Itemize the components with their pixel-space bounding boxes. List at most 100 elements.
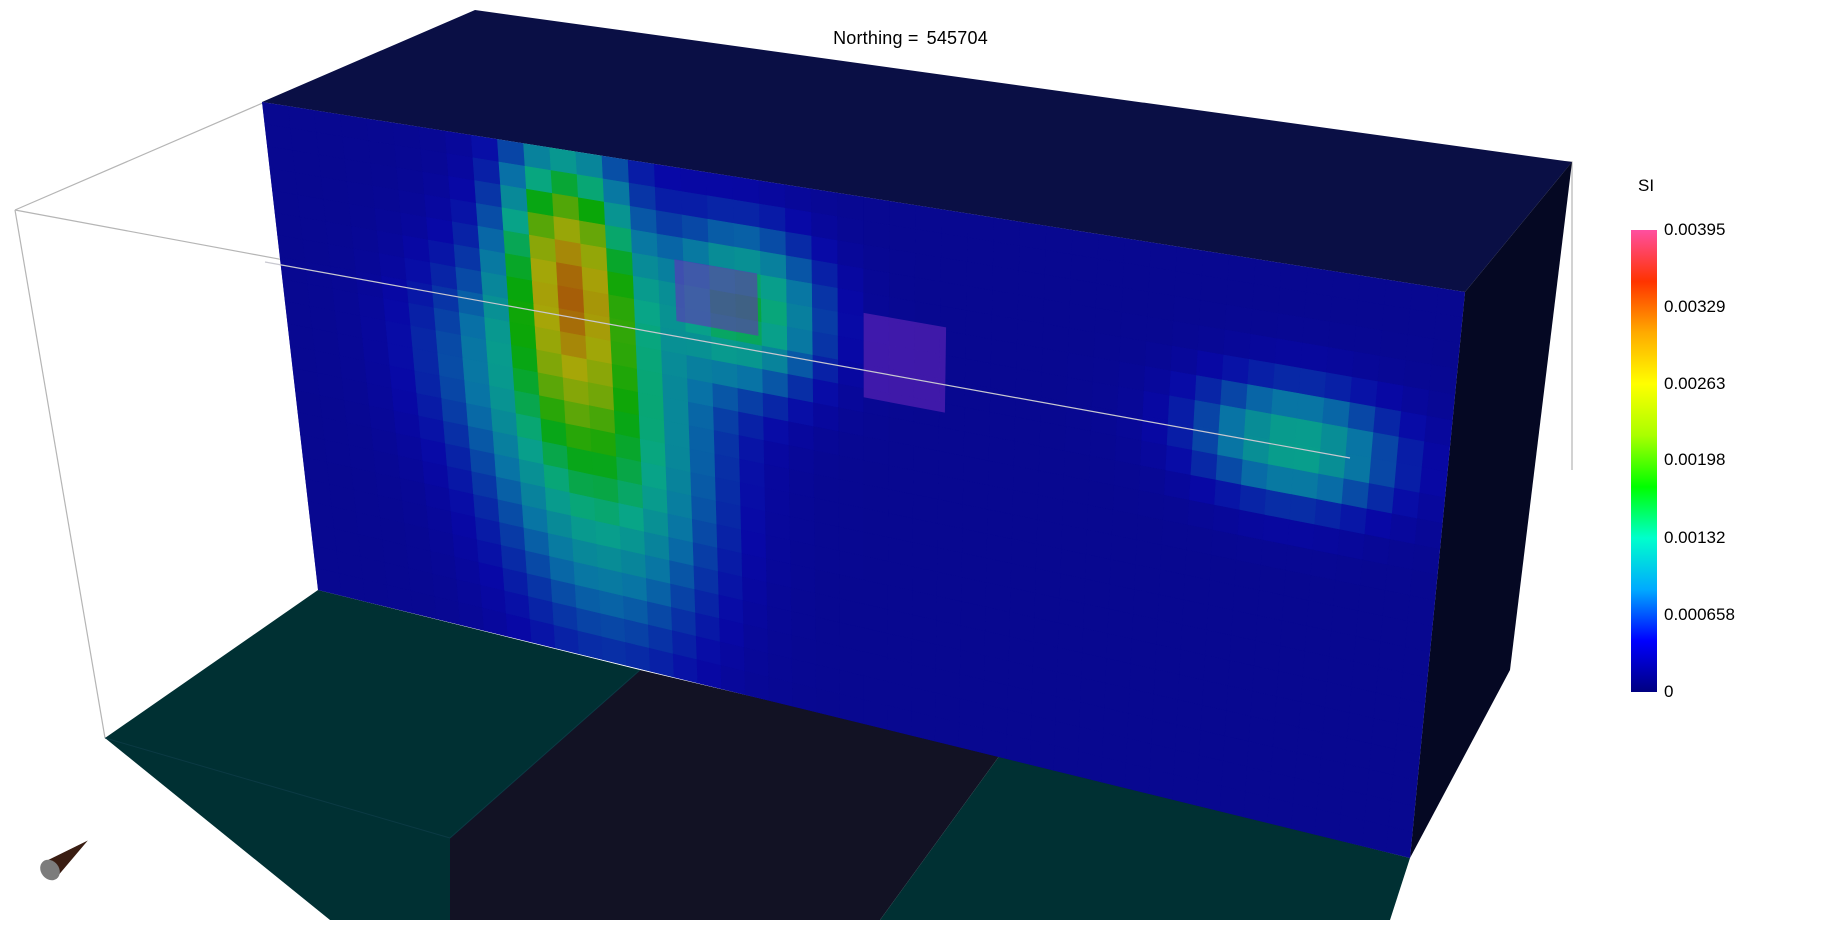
section-cell <box>991 314 1019 345</box>
section-cell <box>1384 279 1414 310</box>
section-cell <box>1016 343 1044 374</box>
section-cell <box>1370 432 1400 464</box>
section-cell <box>966 261 994 292</box>
section-cell <box>1167 395 1196 426</box>
section-cell <box>1351 351 1381 382</box>
section-cell <box>990 339 1018 369</box>
section-cell <box>706 195 735 224</box>
section-cell <box>1239 484 1267 516</box>
section-cell <box>1364 508 1393 540</box>
section-cell <box>966 285 994 316</box>
section-cell <box>1436 287 1465 319</box>
section-cell <box>1043 299 1071 329</box>
section-cell <box>1326 347 1355 378</box>
section-cell <box>1014 392 1042 423</box>
section-cell <box>1091 381 1119 412</box>
section-cell <box>1223 329 1252 360</box>
section-cell <box>1040 397 1068 427</box>
section-cell <box>914 253 942 283</box>
section-cell <box>654 186 683 216</box>
section-cell <box>1428 364 1458 396</box>
section-cell <box>863 268 890 298</box>
section-cell <box>1328 321 1357 353</box>
section-cell <box>680 167 708 197</box>
section-cell <box>993 217 1021 247</box>
box-top-face <box>262 10 1572 292</box>
section-cell <box>992 241 1021 271</box>
section-cell <box>940 257 968 287</box>
section-cell <box>1381 304 1411 336</box>
section-cell <box>1016 319 1044 349</box>
section-cell <box>1253 258 1283 289</box>
section-cell <box>784 184 812 213</box>
section-cell <box>1379 330 1409 361</box>
section-cell <box>1235 534 1264 566</box>
section-cell <box>1220 379 1249 410</box>
section-cell <box>1298 367 1327 399</box>
section-cell <box>1165 445 1193 476</box>
section-cell <box>915 204 943 234</box>
section-cell <box>1040 372 1068 403</box>
section-cell <box>1410 283 1440 314</box>
section-cell <box>811 259 839 289</box>
section-cell <box>1115 435 1143 467</box>
section-cell <box>941 209 969 239</box>
section-cell <box>759 227 787 257</box>
section-cell <box>1137 490 1165 521</box>
section-cell <box>1041 348 1069 378</box>
section-cell <box>760 298 788 328</box>
section-cell <box>1320 423 1349 454</box>
section-cell <box>1149 242 1178 272</box>
section-cell <box>1146 316 1174 347</box>
section-cell <box>1382 590 1411 622</box>
section-cell <box>1412 544 1441 576</box>
colorbar-tick-label: 0.00395 <box>1664 220 1726 239</box>
section-cell <box>1384 564 1413 597</box>
section-cell <box>653 163 682 192</box>
section-cell <box>1015 367 1043 398</box>
section-cell <box>1294 418 1323 450</box>
section-cell <box>1224 304 1253 335</box>
section-cell <box>1396 436 1425 468</box>
section-cell <box>1409 569 1438 602</box>
section-cell <box>1226 279 1255 310</box>
section-cell <box>785 231 813 261</box>
section-cell <box>1218 404 1247 436</box>
section-cell <box>1189 474 1217 506</box>
section-cell <box>1198 300 1227 331</box>
section-cell <box>1360 559 1388 591</box>
section-cell <box>1170 345 1199 376</box>
section-cell <box>1173 295 1202 326</box>
section-cell <box>1335 554 1364 586</box>
title-value: 545704 <box>926 28 988 48</box>
section-cell <box>601 155 630 184</box>
section-cell <box>1169 370 1197 401</box>
section-cell <box>1265 464 1294 495</box>
title-label: Northing = <box>833 28 919 48</box>
section-cell <box>965 334 992 365</box>
orientation-cone-icon[interactable] <box>36 832 94 884</box>
section-cell <box>1215 454 1244 486</box>
section-cell <box>1296 393 1325 424</box>
section-cell <box>733 223 761 252</box>
colorbar: SI 0.00395 0.00329 0.00263 0.00198 0.00132 0.… <box>1620 170 1820 710</box>
section-cell <box>1090 406 1118 437</box>
section-cell <box>1019 221 1047 251</box>
section-cell <box>1368 457 1398 489</box>
section-cell <box>940 233 969 263</box>
section-cell <box>523 142 552 171</box>
section-cell <box>1068 303 1097 334</box>
section-cell <box>1353 325 1383 357</box>
section-cell <box>602 178 631 207</box>
section-cell <box>1407 308 1437 340</box>
section-cell <box>1227 254 1257 285</box>
section-cell <box>837 216 864 246</box>
section-cell <box>1121 287 1150 318</box>
section-cell <box>1069 278 1098 309</box>
section-cell <box>1118 361 1146 392</box>
section-cell <box>863 196 891 226</box>
section-cell <box>1279 262 1309 293</box>
section-cell <box>1291 468 1319 500</box>
